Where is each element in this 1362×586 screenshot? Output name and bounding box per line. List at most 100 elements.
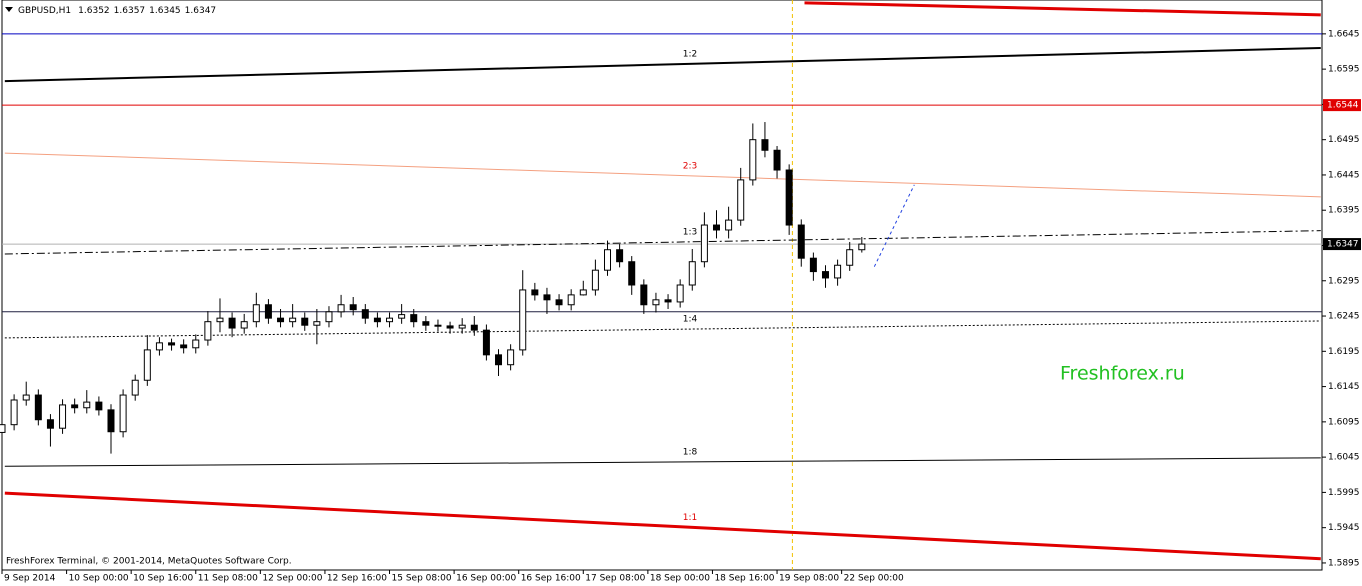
candle-body — [531, 289, 539, 296]
trend-line — [4, 46, 1321, 83]
candle-body — [555, 299, 563, 306]
candle-body — [361, 309, 369, 319]
copyright: FreshForex Terminal, © 2001-2014, MetaQu… — [6, 557, 292, 567]
candle-body — [470, 324, 478, 331]
x-tick-label: 12 Sep 00:00 — [262, 574, 322, 584]
candle-body — [22, 394, 30, 401]
candle-body — [398, 314, 406, 319]
quote-value: 1.6345 — [149, 6, 181, 16]
y-tick-label: 1.5995 — [1328, 488, 1360, 498]
y-tick-label: 1.6395 — [1328, 206, 1360, 216]
candle-body — [192, 339, 200, 349]
candle-body — [591, 269, 599, 291]
candle-body — [579, 289, 587, 296]
candle-body — [59, 404, 67, 429]
candle-body — [337, 304, 345, 313]
y-tick-label: 1.6045 — [1328, 453, 1360, 463]
x-tick-label: 9 Sep 2014 — [4, 574, 56, 584]
trend-line — [4, 152, 1321, 198]
y-tick-label: 1.6495 — [1328, 135, 1360, 145]
trend-line — [4, 457, 1321, 467]
trend-line-label: 1:2 — [683, 49, 697, 59]
y-tick-label: 1.6595 — [1328, 65, 1360, 75]
candle-body — [180, 344, 188, 349]
y-tick-label: 1.5895 — [1328, 558, 1360, 568]
candle-body — [252, 304, 260, 323]
candle-body — [119, 394, 127, 433]
quote-value: 1.6352 — [78, 6, 110, 16]
candle-body — [107, 409, 115, 433]
chart-title: GBPUSD,H1 1.6352 1.6357 1.6345 1.6347 — [18, 6, 216, 16]
candle-body — [507, 349, 515, 366]
candle-body — [712, 224, 720, 231]
candle-body — [446, 325, 454, 329]
candle-body — [640, 284, 648, 306]
candle-body — [131, 379, 139, 396]
y-tick-label: 1.6445 — [1328, 170, 1360, 180]
x-tick-label: 17 Sep 08:00 — [585, 574, 645, 584]
x-tick-label: 18 Sep 00:00 — [650, 574, 710, 584]
x-tick-label: 11 Sep 08:00 — [198, 574, 258, 584]
y-tick-label: 1.6645 — [1328, 29, 1360, 39]
y-tick-label: 1.6195 — [1328, 347, 1360, 357]
candle-body — [616, 249, 624, 263]
price-tag-label: 1.6544 — [1327, 101, 1359, 111]
price-tag — [1323, 99, 1361, 112]
candle-body — [482, 329, 490, 356]
candle-body — [797, 224, 805, 259]
candle-body — [168, 342, 176, 346]
candle-body — [604, 249, 612, 271]
candle-body — [83, 401, 91, 409]
candle-body — [325, 311, 333, 323]
y-tick-label: 1.5945 — [1328, 523, 1360, 533]
candle-body — [46, 419, 54, 429]
candle-body — [725, 219, 733, 231]
trend-line-label: 2:3 — [683, 161, 697, 171]
candle-body — [458, 324, 466, 329]
x-tick-label: 15 Sep 08:00 — [392, 574, 452, 584]
symbol: GBPUSD,H1 — [18, 6, 71, 16]
candle-body — [264, 304, 272, 319]
candle-body — [410, 314, 418, 323]
candle-body — [204, 321, 212, 341]
candle-body — [277, 317, 285, 323]
trend-line-label: 1:1 — [683, 513, 697, 523]
candle-body — [519, 289, 527, 351]
candle-body — [10, 399, 18, 426]
candle-body — [628, 261, 636, 286]
candle-body — [386, 317, 394, 323]
price-tag-label: 1.6347 — [1327, 240, 1359, 250]
y-tick-label: 1.6095 — [1328, 417, 1360, 427]
trend-line — [4, 320, 1321, 339]
watermark: Freshforex.ru — [1060, 363, 1185, 385]
y-tick-label: 1.6245 — [1328, 312, 1360, 322]
x-tick-label: 10 Sep 16:00 — [133, 574, 193, 584]
trend-line — [4, 491, 1321, 561]
candle-body — [434, 324, 442, 327]
candle-body — [834, 264, 842, 279]
candle-body — [349, 304, 357, 311]
candle-body — [700, 224, 708, 263]
x-tick-label: 12 Sep 16:00 — [327, 574, 387, 584]
candle-body — [95, 401, 103, 411]
candle-body — [155, 342, 163, 351]
x-tick-label: 16 Sep 00:00 — [456, 574, 516, 584]
candle-body — [373, 317, 381, 323]
plot-frame — [1, 0, 1323, 571]
candle-body — [749, 139, 757, 181]
quote-value: 1.6347 — [185, 6, 217, 16]
candle-body — [313, 321, 321, 326]
candle-body — [652, 299, 660, 306]
candle-body — [785, 169, 793, 226]
x-tick-label: 16 Sep 16:00 — [521, 574, 581, 584]
candle-body — [688, 261, 696, 286]
candle-body — [737, 179, 745, 221]
candle-body — [143, 349, 151, 381]
candle-body — [71, 404, 79, 409]
candle-body — [567, 294, 575, 306]
candle-body — [228, 317, 236, 329]
candle-body — [216, 317, 224, 323]
candle-body — [495, 354, 503, 366]
y-tick-label: 1.6145 — [1328, 382, 1360, 392]
